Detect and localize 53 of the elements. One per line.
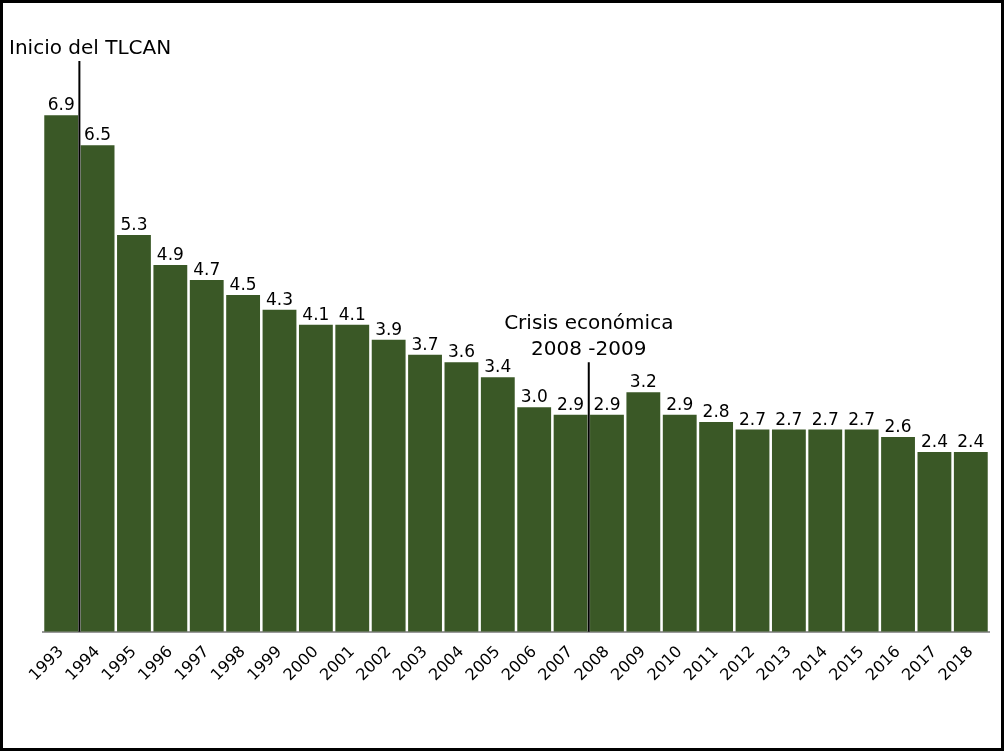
data-label: 4.3 bbox=[265, 288, 294, 309]
bar bbox=[44, 115, 79, 632]
bar bbox=[662, 414, 697, 632]
data-label: 4.1 bbox=[338, 303, 366, 324]
bar bbox=[262, 309, 297, 632]
bar bbox=[917, 452, 952, 632]
bar bbox=[771, 429, 806, 632]
bar bbox=[953, 452, 988, 632]
bar bbox=[117, 235, 151, 632]
bar bbox=[735, 429, 770, 632]
data-label: 2.7 bbox=[811, 408, 839, 429]
data-label: 6.9 bbox=[47, 94, 75, 115]
data-label: 2.4 bbox=[920, 430, 948, 451]
data-label: 4.9 bbox=[156, 243, 184, 264]
data-label: 2.9 bbox=[557, 393, 585, 414]
bar bbox=[844, 429, 879, 632]
bar bbox=[298, 324, 333, 632]
data-label: 3.9 bbox=[375, 318, 403, 339]
bar bbox=[226, 294, 261, 632]
bar bbox=[808, 429, 843, 632]
data-label: 2.7 bbox=[848, 408, 876, 429]
data-label: 4.5 bbox=[229, 273, 257, 294]
bar bbox=[517, 407, 552, 632]
bar bbox=[153, 264, 188, 632]
bar bbox=[335, 324, 370, 632]
data-label: 2.8 bbox=[702, 401, 730, 422]
data-label: 2.9 bbox=[666, 393, 694, 414]
bar bbox=[371, 339, 406, 632]
data-label: 2.9 bbox=[593, 393, 621, 414]
bar bbox=[590, 414, 624, 632]
data-label: 3.7 bbox=[411, 333, 439, 354]
data-label: 3.6 bbox=[447, 341, 475, 362]
data-label: 3.4 bbox=[484, 356, 512, 377]
bar bbox=[80, 145, 115, 632]
data-label: 3.2 bbox=[629, 371, 657, 392]
data-label: 4.7 bbox=[193, 258, 221, 279]
data-label: 2.7 bbox=[775, 408, 803, 429]
bar bbox=[444, 362, 479, 632]
data-label: 5.3 bbox=[120, 213, 148, 234]
data-label: 4.1 bbox=[302, 303, 330, 324]
data-label: 6.5 bbox=[84, 124, 112, 145]
bar bbox=[408, 354, 442, 632]
bar bbox=[189, 279, 224, 632]
bar bbox=[881, 437, 915, 632]
bar bbox=[626, 392, 661, 632]
bar bbox=[480, 377, 515, 632]
bar bbox=[553, 414, 588, 632]
data-label: 2.6 bbox=[884, 416, 912, 436]
data-label: 2.4 bbox=[957, 430, 985, 451]
bar bbox=[699, 422, 734, 632]
data-label: 2.7 bbox=[738, 408, 767, 429]
data-label: 3.0 bbox=[520, 386, 548, 407]
ref-line-label: Inicio del TLCAN bbox=[8, 35, 172, 60]
